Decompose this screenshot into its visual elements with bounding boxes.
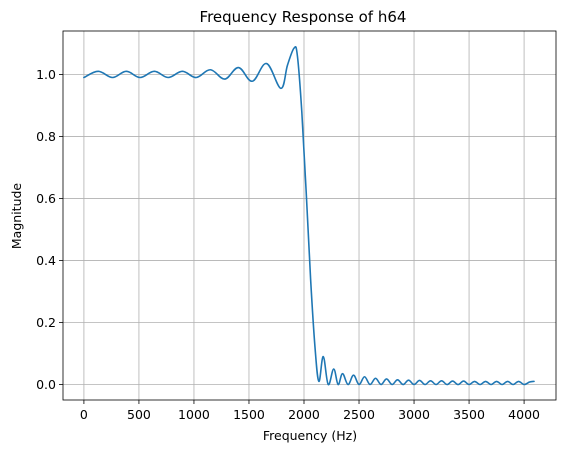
frequency-response-line (83, 45, 535, 386)
x-tick-label: 3000 (398, 407, 430, 422)
x-tick-label: 2500 (343, 407, 375, 422)
x-axis-ticks: 0 500 1000 1500 2000 2500 3000 3500 4000 (80, 400, 540, 422)
y-axis-ticks: 0.0 0.2 0.4 0.6 0.8 1.0 (36, 67, 63, 392)
x-axis-label: Frequency (Hz) (263, 428, 357, 443)
grid-lines (63, 31, 556, 400)
y-tick-label: 0.6 (36, 191, 56, 206)
x-tick-label: 1000 (178, 407, 210, 422)
x-tick-label: 2000 (288, 407, 320, 422)
x-tick-label: 0 (80, 407, 88, 422)
y-tick-label: 0.4 (36, 253, 56, 268)
y-tick-label: 1.0 (36, 67, 56, 82)
x-tick-label: 4000 (508, 407, 540, 422)
x-tick-label: 1500 (233, 407, 265, 422)
y-tick-label: 0.0 (36, 377, 56, 392)
x-tick-label: 3500 (453, 407, 485, 422)
x-tick-label: 500 (127, 407, 151, 422)
series-layer (83, 45, 535, 386)
y-axis-label: Magnitude (9, 183, 24, 250)
chart-title: Frequency Response of h64 (200, 8, 407, 26)
y-tick-label: 0.8 (36, 129, 56, 144)
y-tick-label: 0.2 (36, 315, 56, 330)
plot-frame (62, 30, 557, 401)
